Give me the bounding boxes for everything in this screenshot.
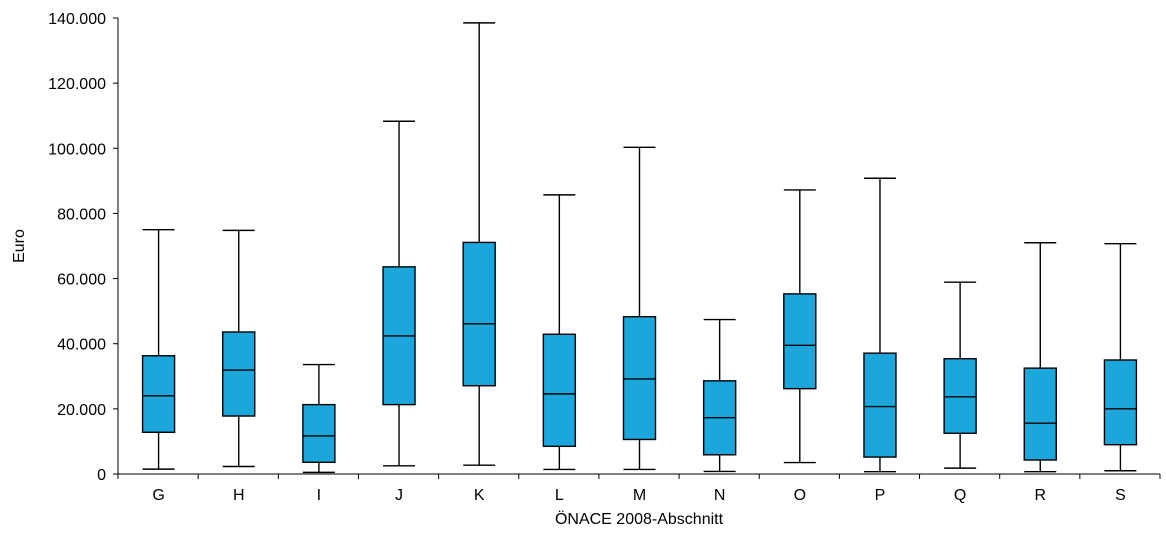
y-tick-label: 140.000 [48,11,106,28]
x-tick-label: J [395,487,403,504]
box-R [1023,242,1057,473]
box-G [141,229,176,470]
iqr-box [1103,359,1138,446]
box-O [783,189,817,464]
x-tick-label: R [1034,487,1046,504]
box-N [702,318,737,473]
x-tick-label: H [233,487,245,504]
box-K [462,22,496,466]
x-tick-labels: G H I J K L M N O P Q R S [117,474,1161,504]
box-J [382,120,416,467]
x-tick-label: L [555,487,564,504]
x-tick-label: K [474,487,485,504]
y-tick-labels: 0 20.000 40.000 60.000 80.000 100.000 120.000 1… [48,11,118,484]
iqr-box [141,355,176,434]
y-tick-label: 60.000 [57,272,106,289]
x-tick-label: N [714,487,726,504]
x-tick-label: I [317,487,321,504]
y-tick-label: 100.000 [48,141,106,158]
x-tick-label: O [794,487,806,504]
box-L [542,194,577,471]
x-tick-label: Q [954,487,966,504]
iqr-box [542,333,577,448]
y-tick-label: 40.000 [57,337,106,354]
y-axis-title: Euro [11,229,28,263]
y-tick-label: 80.000 [57,206,106,223]
x-tick-label: P [875,487,886,504]
box-S [1103,243,1138,472]
box-I [302,363,336,474]
box-P [863,177,897,473]
x-axis-title: ÖNACE 2008-Abschnitt [555,510,724,528]
box-series [141,22,1138,474]
x-tick-label: S [1115,487,1126,504]
iqr-box [222,331,256,417]
y-tick-label: 0 [97,467,106,484]
y-axis: 0 20.000 40.000 60.000 80.000 100.000 120.000 1… [48,11,119,484]
iqr-box [622,315,657,441]
y-tick-label: 120.000 [48,76,106,93]
iqr-box [462,241,496,387]
box-H [222,229,256,468]
x-axis: G H I J K L M N O P Q R S [117,473,1161,504]
iqr-box [302,403,336,463]
iqr-box [943,357,977,434]
iqr-box [863,352,897,458]
box-Q [943,281,977,469]
x-tick-label: G [152,487,164,504]
iqr-box [1023,367,1057,461]
y-tick-label: 20.000 [57,402,106,419]
iqr-box [783,293,817,390]
box-M [622,146,657,471]
x-tick-label: M [633,487,646,504]
